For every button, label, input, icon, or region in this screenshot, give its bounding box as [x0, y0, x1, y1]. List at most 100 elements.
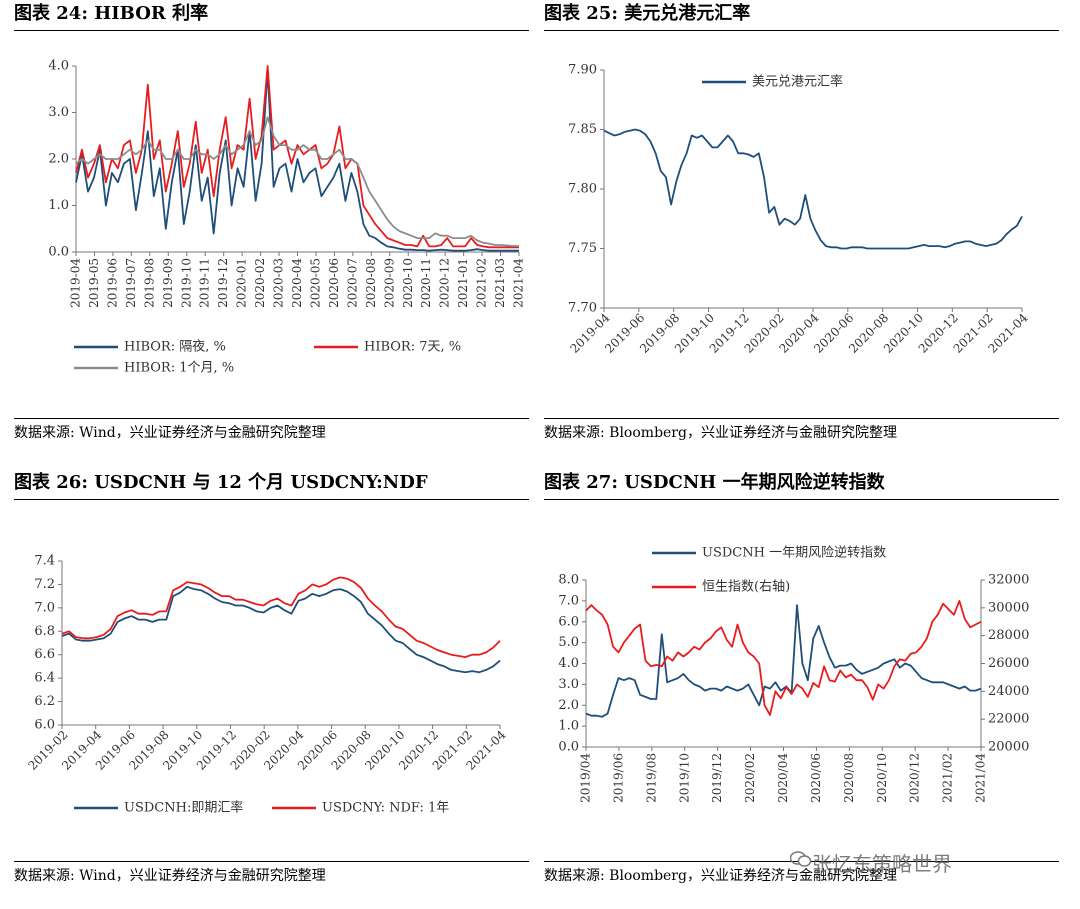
x-tick-label: 2020-02 — [253, 258, 267, 308]
y2-tick-label: 28000 — [988, 628, 1029, 643]
y-tick-label: 7.4 — [34, 554, 55, 569]
y-tick-label: 2.0 — [48, 152, 69, 167]
x-tick-label: 2019-07 — [124, 258, 138, 308]
x-tick-label: 2020/06 — [809, 753, 823, 803]
y-tick-label: 6.6 — [34, 647, 55, 662]
legend-label: HIBOR: 隔夜, % — [124, 340, 226, 355]
y-tick-label: 6.0 — [558, 614, 579, 629]
series-line-1 — [61, 585, 501, 674]
chart-title: 图表 25: 美元兑港元汇率 — [544, 0, 1059, 31]
y-tick-label: 3.0 — [48, 105, 69, 120]
x-tick-label: 2021-04 — [512, 258, 526, 308]
chart-panel-1: 图表 24: HIBOR 利率 0.0 1.0 2.0 3.0 4.0 2019-04 20… — [14, 0, 529, 441]
x-tick-label: 2020/02 — [743, 753, 757, 803]
x-tick-label: 2020/04 — [776, 753, 790, 803]
x-tick-label: 2021/02 — [941, 753, 955, 803]
x-tick-label: 2021-03 — [493, 258, 507, 308]
legend-label: 恒生指数(右轴) — [702, 580, 790, 595]
chart-title: 图表 27: USDCNH 一年期风险逆转指数 — [544, 469, 1059, 500]
y2-tick-label: 30000 — [988, 600, 1029, 615]
x-tick-label: 2019/06 — [611, 753, 625, 803]
chart-panel-2: 图表 25: 美元兑港元汇率 7.70 7.75 7.80 7.85 7.90 2019-… — [544, 0, 1059, 441]
usdcnh-ndf-chart: 6.06.26.46.66.87.07.27.42019-022019-0420… — [25, 554, 508, 816]
x-tick-label: 2019-12 — [216, 258, 230, 308]
x-tick-label: 2019-10 — [179, 258, 193, 308]
source-note: 数据来源: Wind，兴业证券经济与金融研究院整理 — [14, 861, 529, 886]
chart-title: 图表 26: USDCNH 与 12 个月 USDCNY:NDF — [14, 469, 529, 500]
y2-tick-label: 26000 — [988, 656, 1029, 671]
legend-label: HIBOR: 7天, % — [364, 340, 461, 355]
x-tick-label: 2020-11 — [419, 258, 433, 308]
y-tick-label: 5.0 — [558, 635, 579, 650]
y-tick-label: 2.0 — [558, 698, 579, 713]
series-line-2 — [585, 600, 982, 716]
y-tick-label: 3.0 — [558, 677, 579, 692]
risk-reversal-chart: 0.0 1.0 2.0 3.0 4.0 5.0 6.0 7.0 8.0 20000 22000 240… — [558, 545, 1029, 803]
y-tick-label: 8.0 — [558, 573, 579, 588]
x-tick-label: 2020/08 — [842, 753, 856, 803]
y-tick-label: 4.0 — [48, 59, 69, 74]
x-tick-label: 2019/04 — [579, 753, 593, 803]
x-tick-label: 2019-09 — [161, 258, 175, 308]
hibor-chart: 0.0 1.0 2.0 3.0 4.0 2019-04 2019-05 2019-06 2019… — [48, 59, 526, 376]
x-tick-label: 2020-04 — [290, 258, 304, 308]
series-line-1 — [585, 604, 982, 718]
x-tick-label: 2020/10 — [875, 753, 889, 803]
y-tick-label: 1.0 — [558, 719, 579, 734]
x-tick-label: 2020-09 — [382, 258, 396, 308]
legend-label: HIBOR: 1个月, % — [124, 361, 234, 376]
x-tick-label: 2020/12 — [908, 753, 922, 803]
usdhkd-chart: 7.707.757.807.857.902019-042019-062019-0… — [567, 63, 1030, 356]
y2-tick-label: 22000 — [988, 712, 1029, 727]
x-tick-label: 2020-07 — [345, 258, 359, 308]
series-line-2 — [75, 65, 519, 249]
source-note: 数据来源: Bloomberg，兴业证券经济与金融研究院整理 — [544, 418, 1059, 443]
watermark: 张忆东策略世界 — [812, 852, 952, 876]
x-tick-label: 2020-10 — [401, 258, 415, 308]
x-tick-label: 2021-01 — [456, 258, 470, 308]
y-tick-label: 6.0 — [34, 718, 55, 733]
y2-tick-label: 20000 — [988, 740, 1029, 755]
y-tick-label: 1.0 — [48, 198, 69, 213]
chart-panel-3: 图表 26: USDCNH 与 12 个月 USDCNY:NDF 6.0 6.2 6… — [14, 469, 529, 884]
legend-label: 美元兑港元汇率 — [752, 74, 843, 90]
x-tick-label: 2019/12 — [710, 753, 724, 803]
y2-tick-label: 32000 — [988, 573, 1029, 588]
y-tick-label: 7.75 — [568, 241, 597, 256]
y-tick-label: 6.8 — [34, 624, 55, 639]
x-tick-label: 2021-02 — [475, 258, 489, 308]
y-tick-label: 4.0 — [558, 656, 579, 671]
wechat-icon — [790, 851, 812, 867]
legend-label: USDCNH:即期汇率 — [124, 800, 243, 816]
x-tick-label: 2020-01 — [235, 258, 249, 308]
x-tick-label: 2019/10 — [677, 753, 691, 803]
y-tick-label: 0.0 — [558, 740, 579, 755]
x-tick-label: 2020-06 — [327, 258, 341, 308]
y-tick-label: 7.2 — [34, 577, 55, 592]
y-tick-label: 6.2 — [34, 694, 55, 709]
y2-tick-label: 24000 — [988, 684, 1029, 699]
x-tick-label: 2020-12 — [438, 258, 452, 308]
x-tick-label: 2021/04 — [974, 753, 988, 803]
y-tick-label: 6.4 — [34, 671, 55, 686]
x-tick-label: 2020-08 — [364, 258, 378, 308]
y-tick-label: 7.90 — [568, 63, 597, 78]
y-tick-label: 0.0 — [48, 245, 69, 260]
source-note: 数据来源: Wind，兴业证券经济与金融研究院整理 — [14, 418, 529, 443]
y-tick-label: 7.70 — [568, 301, 597, 316]
y-tick-label: 7.0 — [558, 593, 579, 608]
legend-label: USDCNH 一年期风险逆转指数 — [702, 545, 886, 561]
series-line-1 — [603, 128, 1023, 250]
x-tick-label: 2020-05 — [308, 258, 322, 308]
x-tick-label: 2019-11 — [198, 258, 212, 308]
x-tick-label: 2019/08 — [644, 753, 658, 803]
x-tick-label: 2019-05 — [87, 258, 101, 308]
x-tick-label: 2020-03 — [272, 258, 286, 308]
legend-label: USDCNY: NDF: 1年 — [322, 801, 449, 816]
series-line-3 — [75, 116, 519, 247]
y-tick-label: 7.80 — [568, 182, 597, 197]
x-tick-label: 2019-08 — [142, 258, 156, 308]
x-tick-label: 2019-04 — [69, 258, 83, 308]
x-tick-label: 2019-06 — [105, 258, 119, 308]
chart-title: 图表 24: HIBOR 利率 — [14, 0, 529, 31]
